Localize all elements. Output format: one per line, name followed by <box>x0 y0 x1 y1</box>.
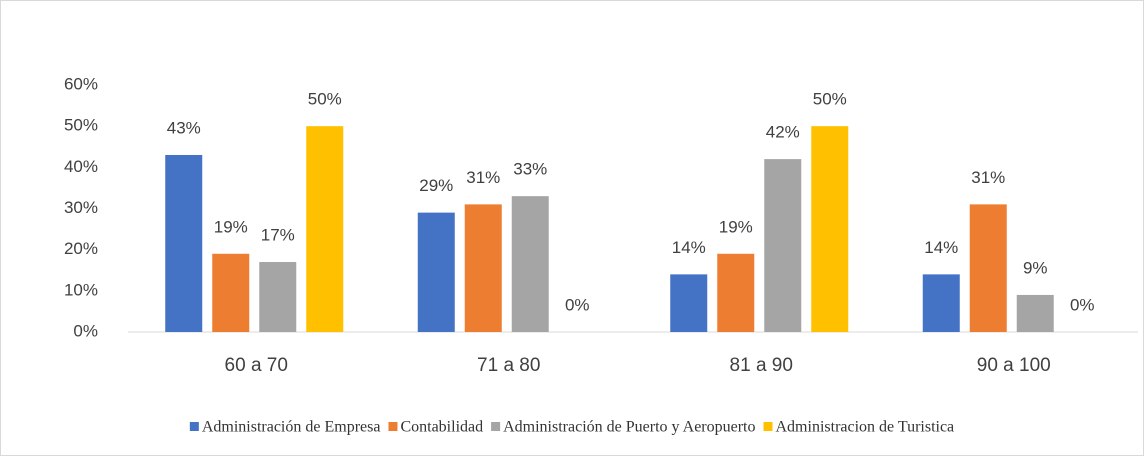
bar <box>670 274 708 332</box>
data-label: 43% <box>167 118 201 137</box>
x-tick-label: 90 a 100 <box>977 355 1051 376</box>
bar <box>969 204 1007 332</box>
x-tick-label: 81 a 90 <box>730 355 793 376</box>
bar <box>417 212 455 332</box>
y-tick-label: 10% <box>64 280 98 299</box>
y-tick-label: 30% <box>64 198 98 217</box>
legend-swatch <box>388 422 398 431</box>
x-tick-label: 60 a 70 <box>225 355 288 376</box>
data-label: 14% <box>672 238 706 257</box>
y-tick-label: 40% <box>64 157 98 176</box>
y-tick-label: 50% <box>64 116 98 135</box>
data-label: 14% <box>924 238 958 257</box>
bar <box>811 126 849 333</box>
legend-swatch <box>491 422 501 431</box>
data-label: 29% <box>419 176 453 195</box>
data-label: 0% <box>565 295 590 314</box>
bar <box>165 154 203 332</box>
legend-label: Contabilidad <box>400 419 483 436</box>
data-label: 19% <box>719 217 753 236</box>
legend-label: Administración de Empresa <box>202 419 381 436</box>
legend-swatch <box>763 422 773 431</box>
data-label: 50% <box>308 90 342 109</box>
data-label: 50% <box>813 90 847 109</box>
legend-label: Administración de Puerto y Aeropuerto <box>503 419 755 436</box>
bar <box>511 196 549 332</box>
y-tick-label: 0% <box>73 321 98 340</box>
legend-swatch <box>189 422 199 431</box>
bar <box>717 253 755 332</box>
data-label: 19% <box>214 217 248 236</box>
bar <box>259 262 297 332</box>
legend-label: Administracion de Turistica <box>776 419 955 436</box>
data-label: 42% <box>766 123 800 142</box>
bar <box>922 274 960 332</box>
bar <box>1016 294 1054 332</box>
y-tick-label: 60% <box>64 74 98 93</box>
bar <box>764 159 802 332</box>
data-label: 31% <box>466 168 500 187</box>
y-tick-label: 20% <box>64 239 98 258</box>
bar <box>306 126 344 333</box>
data-label: 9% <box>1023 258 1048 277</box>
data-label: 17% <box>261 226 295 245</box>
data-label: 0% <box>1070 295 1095 314</box>
data-label: 33% <box>513 160 547 179</box>
bar <box>464 204 502 332</box>
data-label: 31% <box>971 168 1005 187</box>
bar <box>212 253 250 332</box>
x-tick-label: 71 a 80 <box>477 355 540 376</box>
